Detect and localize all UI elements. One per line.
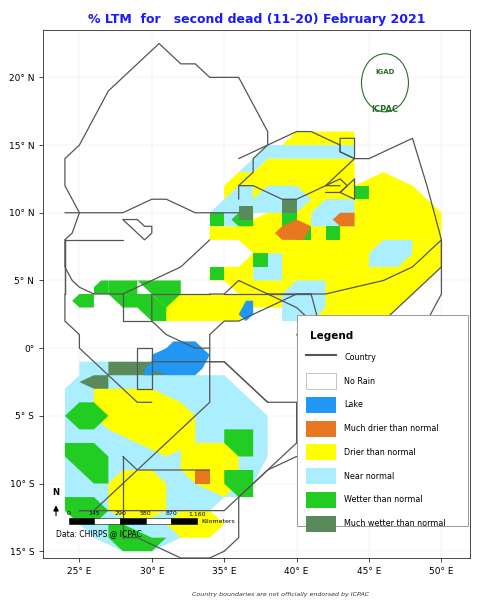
Text: Data: CHIRPS @ ICPAC: Data: CHIRPS @ ICPAC — [56, 529, 142, 538]
Polygon shape — [108, 280, 137, 308]
Text: Much wetter than normal: Much wetter than normal — [344, 519, 446, 528]
Polygon shape — [137, 280, 181, 308]
Polygon shape — [94, 389, 195, 457]
Bar — [306, 397, 336, 413]
Polygon shape — [253, 185, 311, 213]
Polygon shape — [282, 280, 325, 321]
Text: ICPAC: ICPAC — [372, 106, 398, 115]
Text: IGAD: IGAD — [375, 69, 395, 75]
Polygon shape — [210, 172, 412, 253]
Polygon shape — [253, 253, 282, 280]
Polygon shape — [210, 267, 224, 280]
Polygon shape — [166, 511, 224, 538]
Bar — [120, 518, 146, 524]
Bar — [306, 468, 336, 484]
Polygon shape — [65, 443, 108, 484]
Polygon shape — [282, 199, 297, 213]
Text: 580: 580 — [140, 511, 152, 516]
Polygon shape — [333, 213, 355, 226]
Polygon shape — [144, 362, 159, 375]
Polygon shape — [152, 341, 210, 375]
Text: Country: Country — [344, 353, 376, 362]
Polygon shape — [297, 226, 311, 240]
Polygon shape — [210, 213, 224, 226]
Bar — [171, 518, 197, 524]
Polygon shape — [72, 294, 94, 308]
Polygon shape — [369, 240, 412, 267]
Polygon shape — [268, 131, 355, 145]
Bar — [306, 421, 336, 437]
Polygon shape — [224, 470, 253, 497]
Title: % LTM  for   second dead (11-20) February 2021: % LTM for second dead (11-20) February 2… — [88, 13, 426, 26]
Polygon shape — [210, 185, 253, 226]
Polygon shape — [239, 301, 253, 321]
Bar — [306, 492, 336, 508]
Polygon shape — [181, 443, 239, 497]
Bar — [146, 518, 171, 524]
Bar — [306, 373, 336, 389]
Polygon shape — [275, 220, 311, 240]
Polygon shape — [108, 470, 166, 524]
Text: 290: 290 — [114, 511, 126, 516]
Text: Legend: Legend — [310, 331, 353, 341]
Text: 870: 870 — [166, 511, 177, 516]
Text: Kilometers: Kilometers — [201, 518, 235, 524]
Text: 0: 0 — [67, 511, 71, 516]
Bar — [306, 516, 336, 532]
Polygon shape — [65, 362, 268, 551]
Text: Lake: Lake — [344, 400, 363, 409]
Text: Wetter than normal: Wetter than normal — [344, 496, 423, 505]
Text: Country boundaries are not officially endorsed by ICPAC: Country boundaries are not officially en… — [192, 592, 369, 597]
Polygon shape — [65, 497, 108, 524]
Polygon shape — [94, 280, 108, 294]
Polygon shape — [311, 199, 355, 226]
Text: 1,160: 1,160 — [188, 511, 206, 516]
Polygon shape — [108, 355, 166, 375]
Polygon shape — [239, 145, 355, 172]
Text: 145: 145 — [89, 511, 100, 516]
Bar — [95, 518, 120, 524]
Polygon shape — [239, 206, 253, 220]
Polygon shape — [195, 470, 210, 484]
Bar — [69, 518, 95, 524]
Polygon shape — [195, 240, 442, 341]
Polygon shape — [355, 185, 369, 199]
Polygon shape — [152, 294, 210, 321]
Polygon shape — [253, 253, 268, 267]
Polygon shape — [108, 524, 166, 551]
Polygon shape — [224, 430, 253, 457]
Polygon shape — [65, 403, 108, 430]
Polygon shape — [325, 226, 340, 240]
Polygon shape — [210, 185, 442, 294]
Text: N: N — [52, 488, 60, 497]
Text: Near normal: Near normal — [344, 472, 395, 481]
Circle shape — [361, 54, 408, 112]
Polygon shape — [231, 213, 253, 226]
Text: Drier than normal: Drier than normal — [344, 448, 416, 457]
Text: No Rain: No Rain — [344, 377, 375, 386]
Text: Much drier than normal: Much drier than normal — [344, 424, 439, 433]
Bar — [306, 445, 336, 460]
Polygon shape — [282, 213, 297, 226]
Bar — [298, 315, 468, 526]
Polygon shape — [224, 158, 355, 213]
Polygon shape — [79, 375, 108, 389]
Polygon shape — [123, 294, 166, 321]
